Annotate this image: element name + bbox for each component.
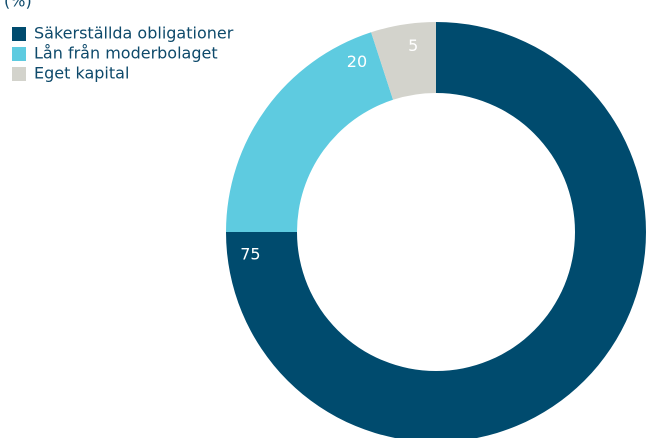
legend-swatch: [12, 47, 26, 61]
data-label: 75: [240, 244, 260, 263]
data-label: 5: [408, 36, 418, 55]
legend-swatch: [12, 67, 26, 81]
legend-label: Lån från moderbolaget: [34, 44, 218, 63]
data-label: 20: [347, 52, 367, 71]
legend-label: Eget kapital: [34, 64, 129, 83]
legend-label: Säkerställda obligationer: [34, 24, 234, 43]
donut-slice: [226, 22, 646, 438]
unit-label: (%): [4, 0, 32, 11]
donut-slice: [226, 32, 394, 232]
legend-swatch: [12, 27, 26, 41]
donut-slice: [371, 22, 436, 100]
